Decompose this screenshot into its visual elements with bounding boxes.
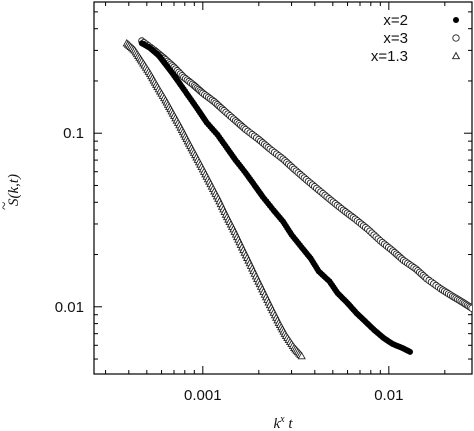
x-tick-label: 0.01 — [374, 387, 403, 404]
series-x-3 — [138, 37, 472, 312]
y-tick-label: 0.1 — [63, 125, 84, 142]
series-x-1-3 — [122, 38, 306, 360]
legend-label: x=3 — [383, 30, 408, 47]
y-axis-label-tilde: ~ — [0, 202, 13, 210]
y-axis-label: S(k,t) — [6, 174, 22, 206]
series-x-2 — [138, 40, 414, 355]
y-tick-label: 0.01 — [55, 299, 84, 316]
data-point — [297, 351, 306, 360]
marks-layer — [122, 37, 472, 360]
x-tick-label: 0.001 — [184, 387, 222, 404]
legend-marker — [451, 51, 461, 60]
data-point — [407, 348, 414, 355]
legend-marker — [452, 34, 460, 42]
legend: x=2x=3x=1.3 — [371, 12, 461, 65]
plot-frame — [93, 1, 473, 375]
data-point — [468, 304, 472, 312]
ticks-layer: 0.001 0.01 0.1 0.01 — [55, 2, 472, 404]
x-axis-label: kx t — [273, 414, 293, 431]
legend-marker — [453, 17, 459, 23]
legend-label: x=1.3 — [371, 48, 408, 65]
legend-label: x=2 — [383, 12, 408, 29]
